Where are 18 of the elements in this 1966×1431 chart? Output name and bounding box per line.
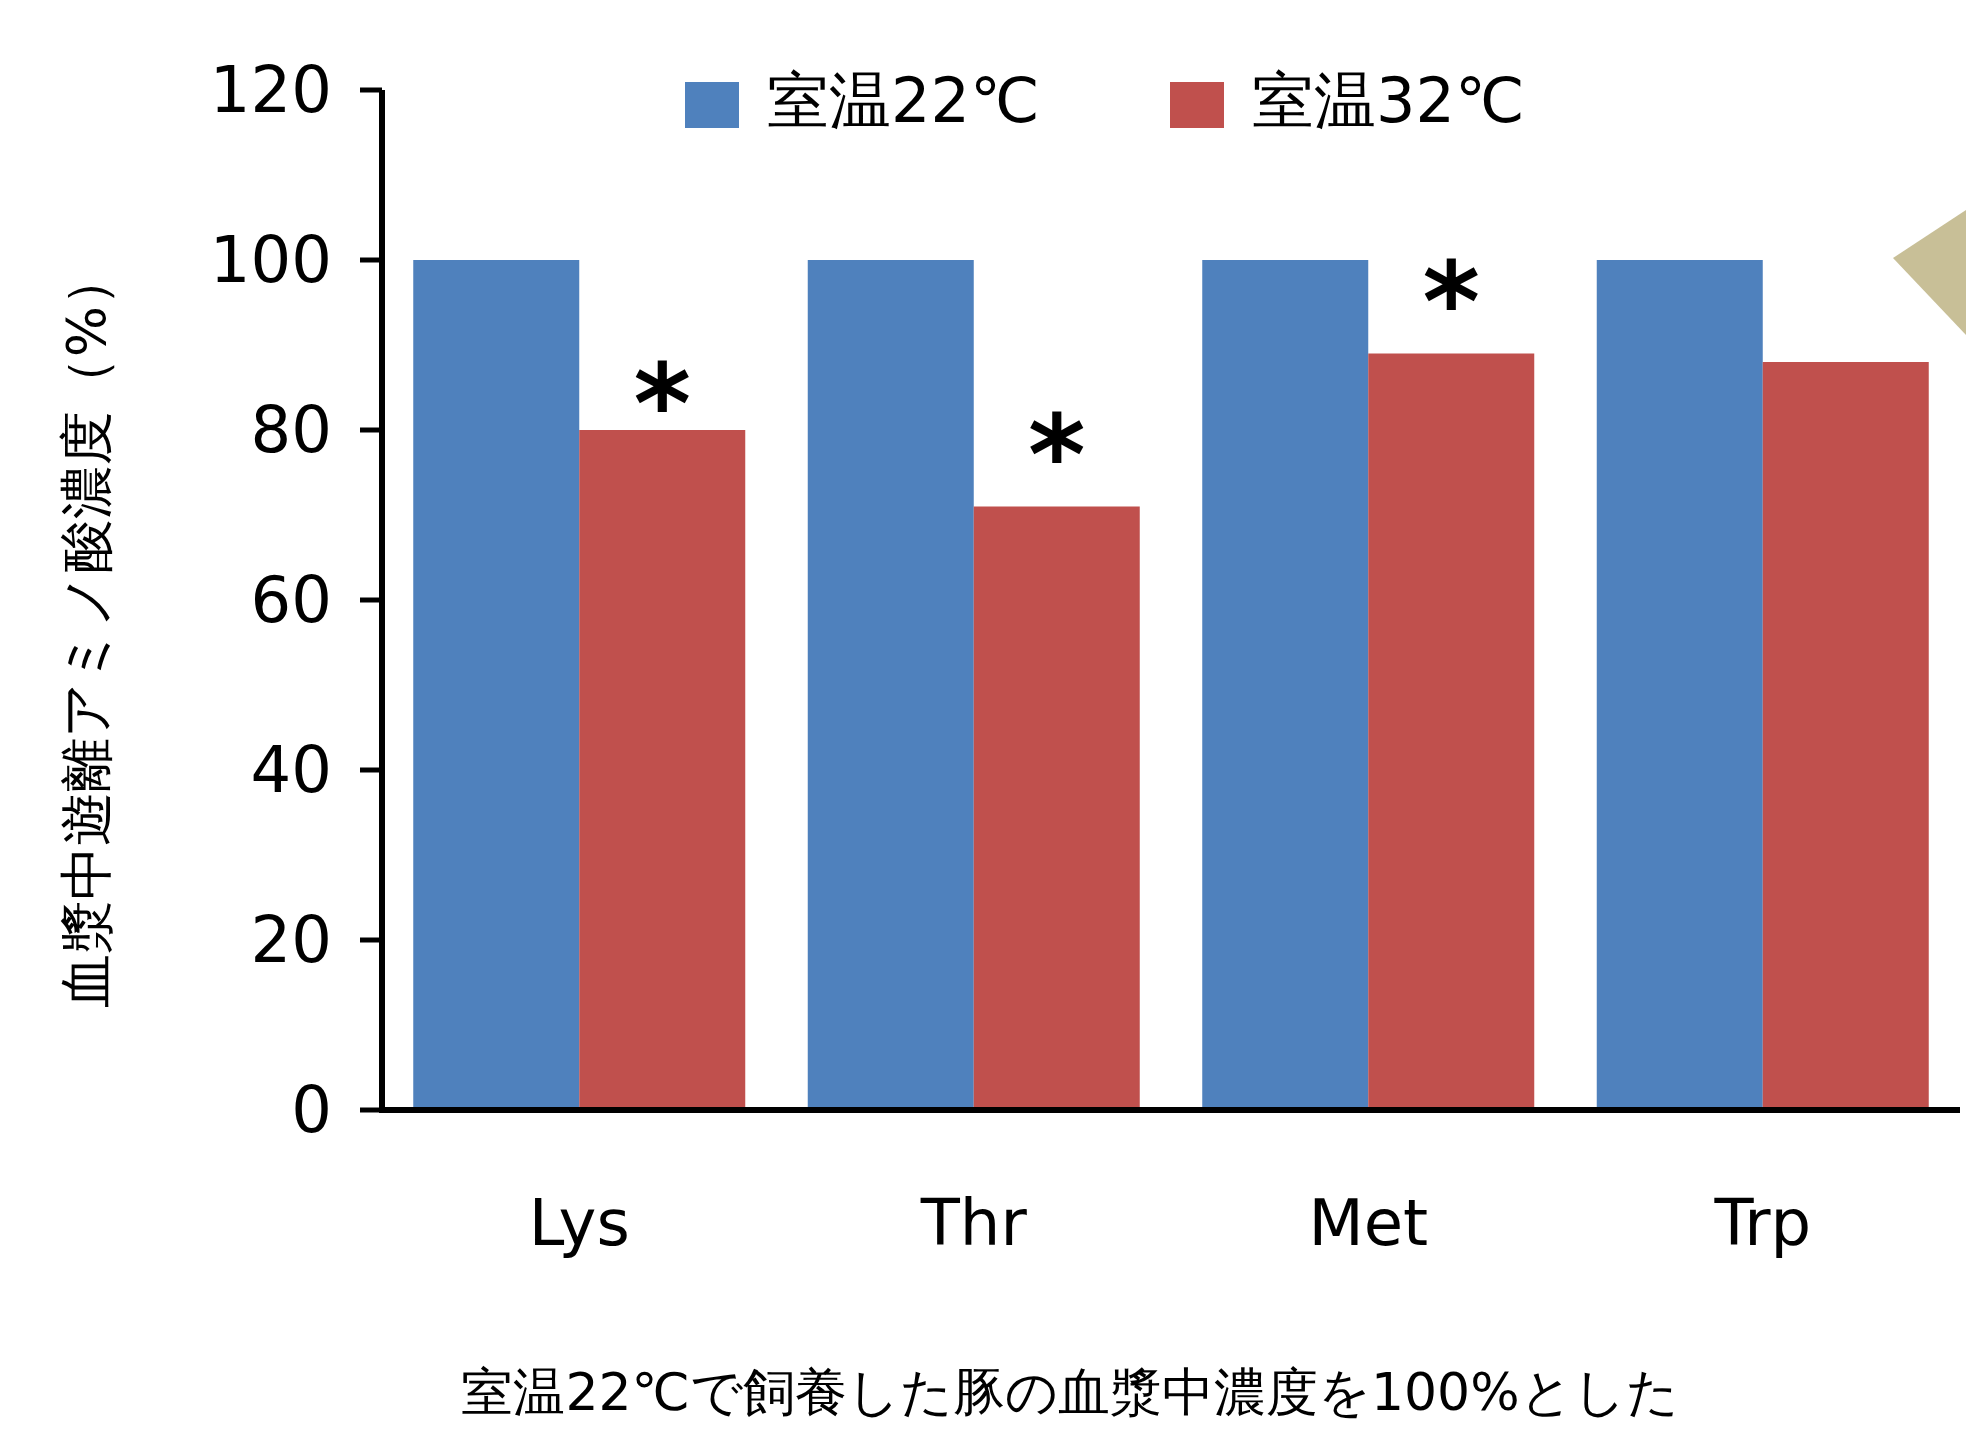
y-tick-label: 20 [250, 903, 332, 977]
y-tick-label: 80 [250, 393, 332, 467]
x-tick-label: Met [1308, 1186, 1429, 1260]
legend-label: 室温22℃ [767, 64, 1040, 137]
x-tick-label: Trp [1713, 1186, 1812, 1260]
annotation: * [1027, 391, 1086, 520]
y-tick-label: 100 [209, 223, 332, 297]
annotation: * [1422, 238, 1481, 367]
x-tick-label: Lys [528, 1186, 630, 1260]
y-axis-title: 血漿中遊離アミノ酸濃度（%） [55, 251, 118, 1009]
y-tick-label: 120 [209, 53, 332, 127]
legend-label: 室温32℃ [1252, 64, 1525, 137]
annotation: * [633, 340, 692, 469]
text: 室温22℃で飼養した豚の血漿中濃度を100%とした [461, 1362, 1679, 1422]
y-tick-label: 60 [250, 563, 332, 637]
y-tick-label: 40 [250, 733, 332, 807]
y-tick-label: 0 [291, 1073, 332, 1147]
x-tick-label: Thr [919, 1186, 1028, 1260]
